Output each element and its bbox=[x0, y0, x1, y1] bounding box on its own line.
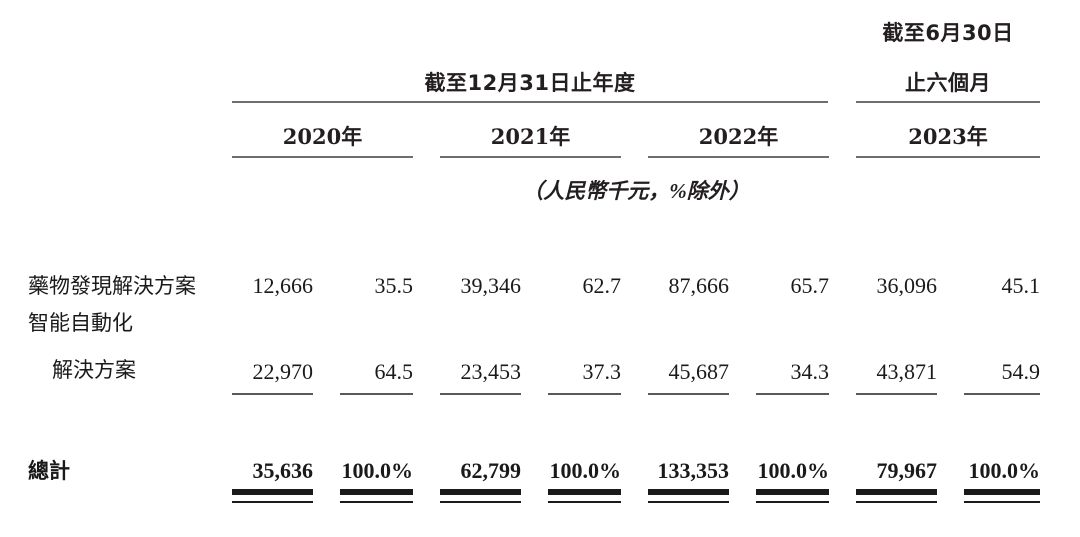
rule-total-thin-c1 bbox=[232, 501, 313, 503]
rule-total-heavy-c5 bbox=[648, 489, 729, 495]
rule-subtotal-c4 bbox=[548, 393, 621, 395]
rule-total-thin-c7 bbox=[856, 501, 937, 503]
cell-r1-c6: 65.7 bbox=[790, 273, 830, 298]
rule-subtotal-c1 bbox=[232, 393, 313, 395]
year-header-2022: 2022年 bbox=[698, 124, 779, 149]
rule-subtotal-c2 bbox=[340, 393, 413, 395]
rule-total-thin-c8 bbox=[964, 501, 1040, 503]
cell-r1-c2: 35.5 bbox=[374, 273, 414, 298]
cell-total-c1: 35,636 bbox=[252, 458, 314, 483]
cell-total-c2: 100.0% bbox=[341, 458, 414, 483]
cell-total-c3: 62,799 bbox=[460, 458, 522, 483]
cell-r2-c6: 34.3 bbox=[790, 359, 830, 384]
cell-r1-c5: 87,666 bbox=[668, 273, 730, 298]
cell-r1-c4: 62.7 bbox=[582, 273, 622, 298]
year-header-2021: 2021年 bbox=[490, 124, 571, 149]
group-header-year-ended: 截至12月31日止年度 bbox=[424, 71, 636, 95]
cell-total-c7: 79,967 bbox=[876, 458, 938, 483]
rule-subtotal-c5 bbox=[648, 393, 729, 395]
rule-total-heavy-c4 bbox=[548, 489, 621, 495]
year-header-2023: 2023年 bbox=[908, 124, 988, 149]
rule-total-heavy-c6 bbox=[756, 489, 829, 495]
rule-total-heavy-c8 bbox=[964, 489, 1040, 495]
year-header-2020: 2020年 bbox=[282, 124, 363, 149]
rule-total-thin-c5 bbox=[648, 501, 729, 503]
rule-year-2020 bbox=[232, 156, 413, 158]
cell-total-c6: 100.0% bbox=[757, 458, 830, 483]
rule-subtotal-c7 bbox=[856, 393, 937, 395]
group-header-six-months-line1: 截至6月30日 bbox=[882, 21, 1014, 45]
rule-total-thin-c3 bbox=[440, 501, 521, 503]
cell-r2-c4: 37.3 bbox=[582, 359, 622, 384]
rule-total-thin-c4 bbox=[548, 501, 621, 503]
row-label-intelligent-automation-line2: 解決方案 bbox=[52, 358, 136, 382]
cell-r2-c3: 23,453 bbox=[460, 359, 522, 384]
cell-r2-c7: 43,871 bbox=[876, 359, 938, 384]
row-label-intelligent-automation-line1: 智能自動化 bbox=[28, 311, 133, 335]
rule-total-thin-c2 bbox=[340, 501, 413, 503]
cell-total-c4: 100.0% bbox=[549, 458, 622, 483]
rule-total-heavy-c7 bbox=[856, 489, 937, 495]
cell-r1-c3: 39,346 bbox=[460, 273, 522, 298]
rule-year-2021 bbox=[440, 156, 621, 158]
rule-year-2023 bbox=[856, 156, 1040, 158]
rule-total-heavy-c1 bbox=[232, 489, 313, 495]
rule-total-heavy-c3 bbox=[440, 489, 521, 495]
rule-year-2022 bbox=[648, 156, 829, 158]
cell-r1-c1: 12,666 bbox=[252, 273, 314, 298]
group-header-six-months-line2: 止六個月 bbox=[905, 71, 991, 95]
cell-r2-c2: 64.5 bbox=[374, 359, 414, 384]
cell-r2-c5: 45,687 bbox=[668, 359, 730, 384]
cell-r1-c8: 45.1 bbox=[1001, 273, 1041, 298]
row-label-total: 總計 bbox=[28, 459, 70, 483]
cell-r2-c1: 22,970 bbox=[252, 359, 314, 384]
rule-subtotal-c6 bbox=[756, 393, 829, 395]
cell-r1-c7: 36,096 bbox=[876, 273, 938, 298]
rule-subtotal-c8 bbox=[964, 393, 1040, 395]
rule-total-heavy-c2 bbox=[340, 489, 413, 495]
row-label-drug-discovery: 藥物發現解決方案 bbox=[28, 274, 196, 298]
rule-group-years bbox=[232, 101, 828, 103]
rule-subtotal-c3 bbox=[440, 393, 521, 395]
cell-total-c8: 100.0% bbox=[968, 458, 1041, 483]
cell-r2-c8: 54.9 bbox=[1001, 359, 1041, 384]
unit-note: （人民幣千元，%除外） bbox=[522, 179, 750, 203]
cell-total-c5: 133,353 bbox=[657, 458, 730, 483]
rule-total-thin-c6 bbox=[756, 501, 829, 503]
rule-group-six-months bbox=[856, 101, 1040, 103]
